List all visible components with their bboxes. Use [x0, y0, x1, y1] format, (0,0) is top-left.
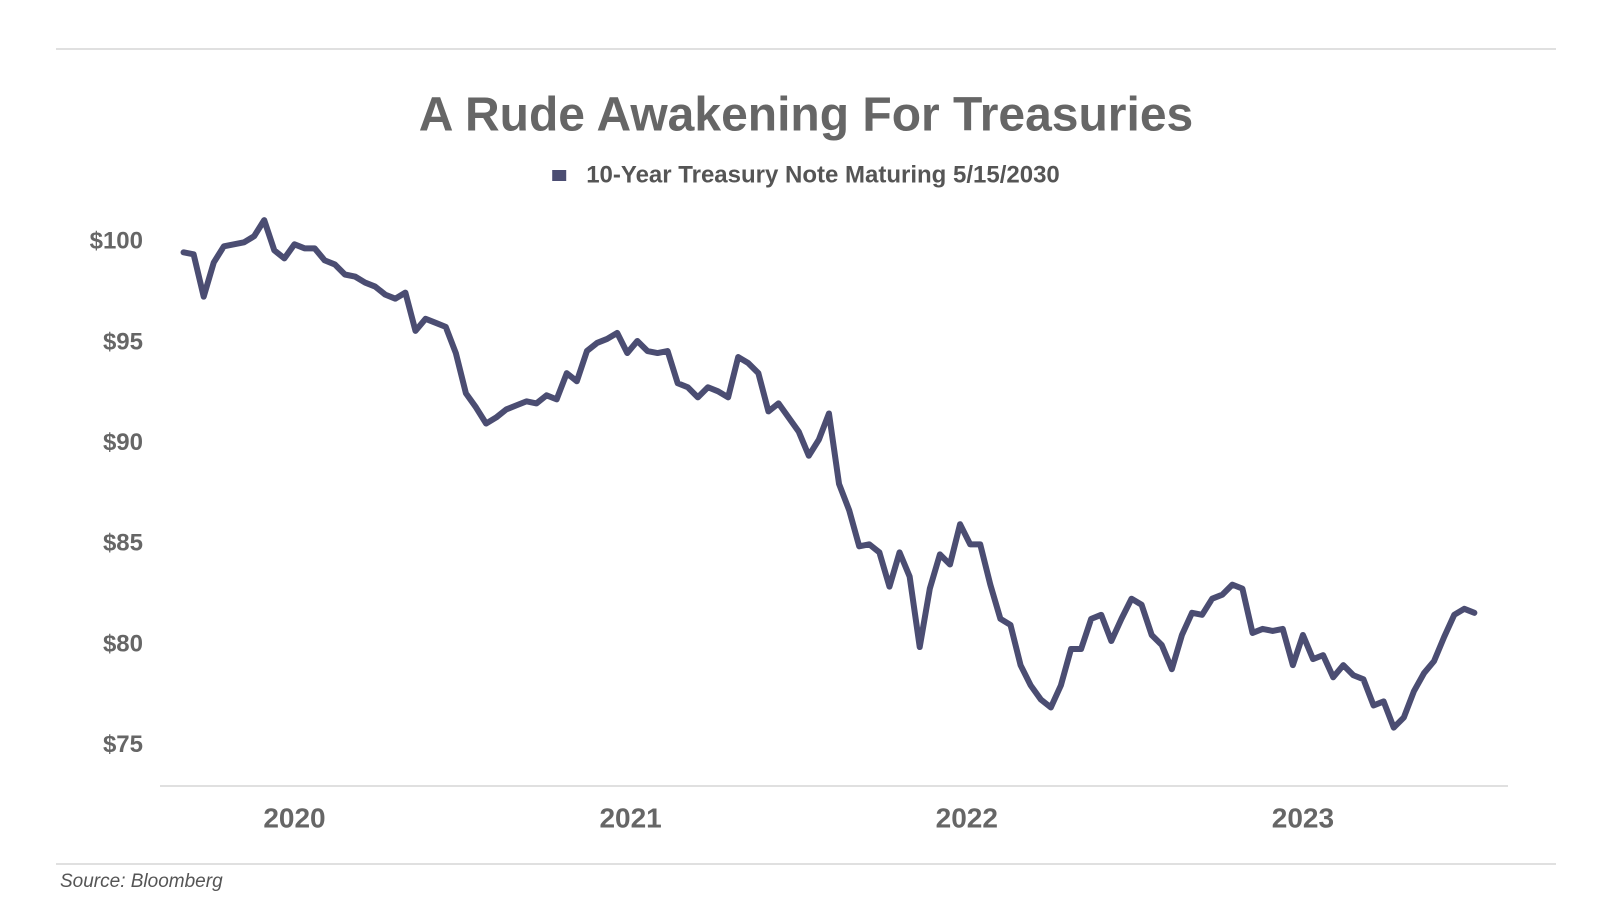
x-tick-label: 2023 [1272, 802, 1334, 833]
y-tick-label: $100 [90, 228, 143, 255]
x-tick-label: 2020 [263, 802, 325, 833]
x-tick-label: 2022 [936, 802, 998, 833]
source-note: Source: Bloomberg [60, 871, 223, 892]
legend-swatch [552, 170, 567, 181]
series-line [180, 217, 1478, 731]
x-tick-label: 2021 [599, 802, 661, 833]
y-tick-label: $75 [103, 731, 143, 758]
chart-title: A Rude Awakening For Treasuries [419, 89, 1193, 142]
y-tick-label: $95 [103, 328, 143, 355]
y-tick-label: $80 [103, 630, 143, 657]
y-tick-label: $85 [103, 530, 143, 557]
legend-label: 10-Year Treasury Note Maturing 5/15/2030 [586, 161, 1060, 188]
y-tick-label: $90 [103, 429, 143, 456]
